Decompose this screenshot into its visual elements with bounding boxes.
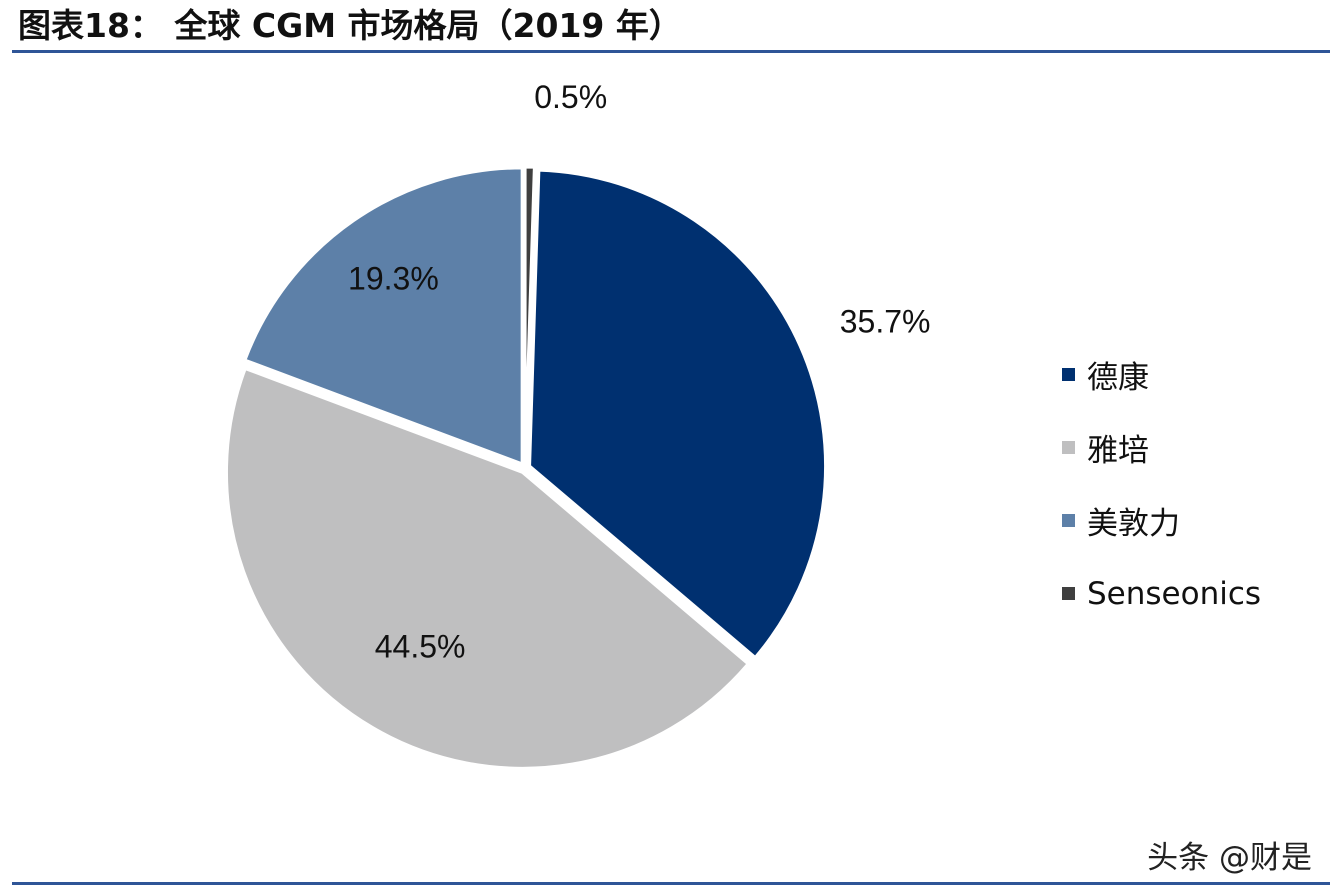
legend-item-abbott: 雅培 [1062,411,1261,484]
legend-swatch-senseonics [1062,587,1075,600]
pie-slice-abbott [225,367,750,770]
legend-swatch-medtronic [1062,514,1075,527]
pie-label-dexcom: 35.7% [840,304,931,340]
legend-label-abbott: 雅培 [1087,433,1149,469]
pie-label-senseonics: 0.5% [534,79,607,115]
pie-slice-medtronic [243,166,524,466]
title-underline [12,50,1330,53]
pie-slice-senseonics [523,165,536,465]
legend-label-senseonics: Senseonics [1087,575,1262,612]
watermark: 头条 @财是 [1147,840,1312,876]
legend-label-medtronic: 美敦力 [1087,506,1180,542]
legend-item-senseonics: Senseonics [1062,557,1261,630]
legend-swatch-dexcom [1062,368,1075,381]
legend-label-dexcom: 德康 [1087,360,1149,396]
pie-slices [225,165,828,770]
bottom-rule [12,882,1330,885]
pie-slice-labels: 0.5% 35.7% 44.5% 19.3% [348,79,930,665]
pie-label-abbott: 44.5% [375,629,466,665]
legend: 德康 雅培 美敦力 Senseonics [1062,338,1261,630]
legend-swatch-abbott [1062,441,1075,454]
legend-item-dexcom: 德康 [1062,338,1261,411]
pie-slice-dexcom [528,168,828,659]
page-title: 图表18： 全球 CGM 市场格局（2019 年） [18,6,682,45]
legend-item-medtronic: 美敦力 [1062,484,1261,557]
pie-label-medtronic: 19.3% [348,260,439,296]
